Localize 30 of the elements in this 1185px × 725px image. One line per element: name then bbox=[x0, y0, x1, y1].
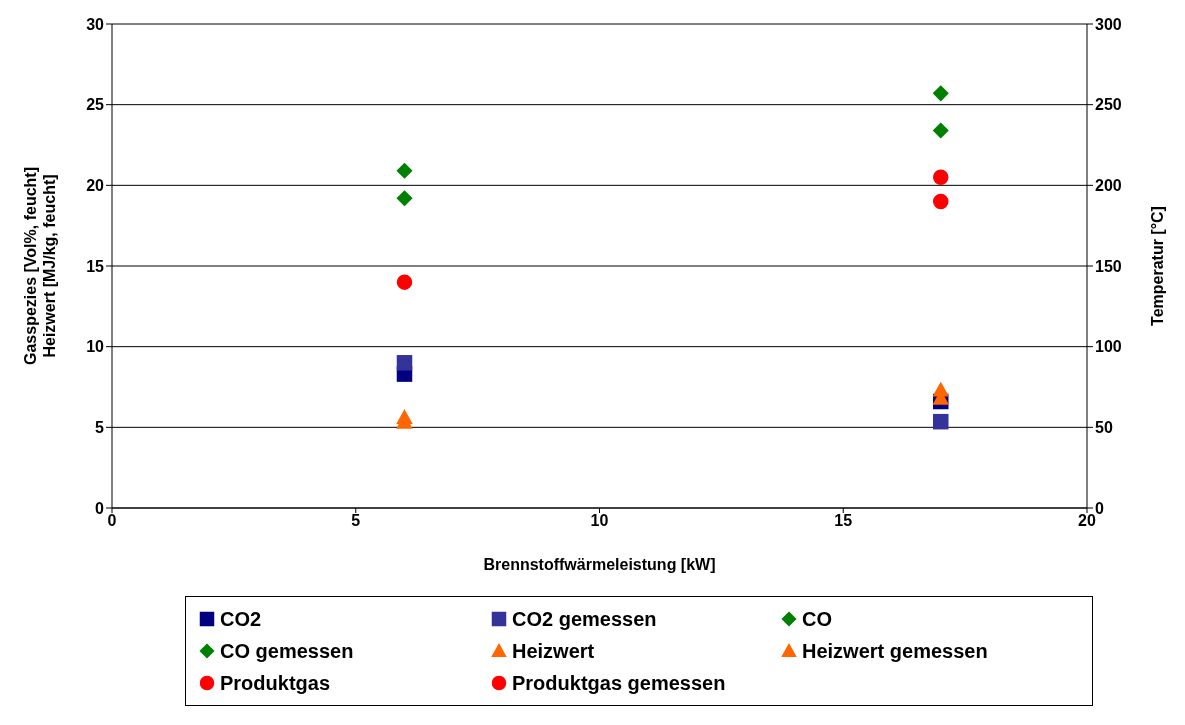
y-axis-title: Gasspezies [Vol%, feucht] Heizwert [MJ/kg, feucht] bbox=[22, 167, 58, 365]
y2-tick-label: 200 bbox=[1095, 177, 1122, 195]
y2-axis-title: Temperatur [°C] bbox=[1148, 206, 1166, 326]
y-tick-label: 15 bbox=[86, 257, 105, 275]
y2-tick-label: 250 bbox=[1095, 96, 1122, 114]
y2-tick-label: 150 bbox=[1095, 257, 1122, 275]
y2-tick-label: 300 bbox=[1095, 15, 1122, 33]
y-tick-label: 5 bbox=[95, 419, 105, 437]
legend-label: Produktgas gemessen bbox=[512, 671, 726, 695]
y2-tick-label: 0 bbox=[1095, 499, 1104, 517]
x-tick-label: 0 bbox=[107, 512, 117, 530]
legend-label: CO bbox=[802, 607, 832, 631]
x-axis-title: Brennstoffwärmeleistung [kW] bbox=[483, 556, 716, 573]
legend-label: CO2 bbox=[220, 607, 262, 631]
legend-label: Heizwert bbox=[512, 639, 595, 663]
legend-label: Heizwert gemessen bbox=[802, 639, 988, 663]
y-tick-label: 10 bbox=[86, 338, 105, 356]
y-tick-label: 30 bbox=[86, 15, 105, 33]
x-tick-label: 15 bbox=[834, 512, 853, 530]
y-tick-label: 25 bbox=[86, 96, 105, 114]
legend-label: CO2 gemessen bbox=[512, 607, 657, 631]
legend-label: CO gemessen bbox=[220, 639, 354, 663]
y2-tick-label: 50 bbox=[1095, 419, 1113, 437]
legend-label: Produktgas bbox=[220, 671, 331, 695]
y-tick-label: 0 bbox=[95, 499, 105, 517]
x-tick-label: 5 bbox=[351, 512, 361, 530]
x-tick-label: 20 bbox=[1078, 512, 1096, 530]
x-tick-label: 10 bbox=[590, 512, 609, 530]
y2-tick-label: 100 bbox=[1095, 338, 1122, 356]
y-tick-label: 20 bbox=[86, 177, 105, 195]
